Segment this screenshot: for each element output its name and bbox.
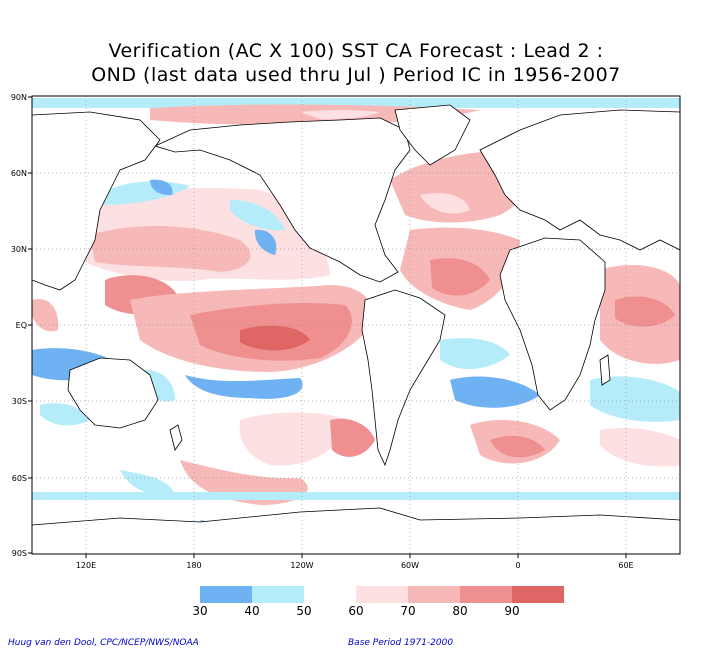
new-zealand <box>169 424 183 451</box>
lat-label-90n: 90N <box>11 93 27 102</box>
north-america <box>153 117 411 283</box>
legend-label-40: 40 <box>244 604 259 618</box>
arctic-blue-band <box>32 98 680 108</box>
legend-swatch-0 <box>200 586 252 603</box>
west-edge-light-blue <box>40 403 90 426</box>
legend-swatch-3 <box>356 586 408 603</box>
north-pacific-light-blue <box>230 200 285 231</box>
africa <box>499 237 606 411</box>
base-period: Base Period 1971-2000 <box>348 638 454 648</box>
graticule <box>32 96 680 554</box>
north-pacific-blue <box>254 229 277 255</box>
lat-label-60n: 60N <box>11 169 27 178</box>
south-pacific-blue <box>185 375 303 399</box>
longitude-labels: 120E 180 120W 60W 0 60E <box>76 561 634 570</box>
coastlines <box>32 104 680 554</box>
lat-label-30n: 30N <box>11 245 27 254</box>
legend-label-70: 70 <box>400 604 415 618</box>
indian-ocean-dark-red <box>615 296 675 327</box>
legend-label-80: 80 <box>452 604 467 618</box>
kuril-blue <box>150 179 173 196</box>
south-indian-pink <box>600 428 680 467</box>
tick-marks <box>28 96 627 558</box>
south-atlantic-light-blue <box>440 338 510 370</box>
southern-pacific-pink <box>239 412 350 466</box>
tropical-atlantic-dark-red <box>430 258 490 296</box>
antarctic-margin <box>32 492 680 500</box>
legend-label-30: 30 <box>192 604 207 618</box>
eurasia-east <box>32 111 161 291</box>
map-title-line-1: Verification (AC X 100) SST CA Forecast … <box>108 40 604 62</box>
antarctica <box>32 507 680 554</box>
arctic-pink-patch <box>300 110 380 120</box>
south-indian-light-blue <box>590 376 680 422</box>
lon-label-180: 180 <box>186 561 201 570</box>
lon-label-120w: 120W <box>290 561 313 570</box>
map-title-line-2: OND (last data used thru Jul ) Period IC… <box>91 64 621 86</box>
latitude-labels: 90N 60N 30N EQ 30S 60S 90S <box>11 93 27 558</box>
lat-label-30s: 30S <box>12 397 27 406</box>
lat-label-60s: 60S <box>12 474 27 483</box>
legend-label-50: 50 <box>296 604 311 618</box>
chile-red <box>330 418 375 457</box>
south-atlantic-blue <box>450 376 540 408</box>
author-credit: Huug van den Dool, CPC/NCEP/NWS/NOAA <box>8 638 199 648</box>
color-legend <box>200 586 564 603</box>
lat-label-eq: EQ <box>16 321 27 330</box>
madagascar <box>599 354 611 386</box>
legend-swatch-6 <box>512 586 564 603</box>
shading-layer <box>32 98 680 545</box>
legend-swatch-5 <box>460 586 512 603</box>
south-atlantic-dark-red <box>490 435 545 458</box>
enso-core <box>240 325 310 351</box>
lon-label-60e: 60E <box>618 561 633 570</box>
southern-light-blue <box>120 470 175 496</box>
legend-swatch-1 <box>252 586 304 603</box>
atlantic-pink <box>420 193 470 214</box>
legend-label-60: 60 <box>348 604 363 618</box>
lon-label-0: 0 <box>515 561 520 570</box>
lon-label-60w: 60W <box>401 561 419 570</box>
lon-label-120e: 120E <box>76 561 96 570</box>
legend-swatch-2 <box>304 586 356 603</box>
eurasia-west <box>479 109 680 251</box>
west-edge-red <box>32 299 59 332</box>
south-america <box>361 289 446 467</box>
north-pacific-red <box>90 225 251 272</box>
legend-label-90: 90 <box>504 604 519 618</box>
australia <box>67 357 159 429</box>
lat-label-90s: 90S <box>12 549 27 558</box>
greenland <box>394 104 471 166</box>
color-legend-labels: 30 40 50 60 70 80 90 <box>192 604 519 618</box>
legend-swatch-4 <box>408 586 460 603</box>
